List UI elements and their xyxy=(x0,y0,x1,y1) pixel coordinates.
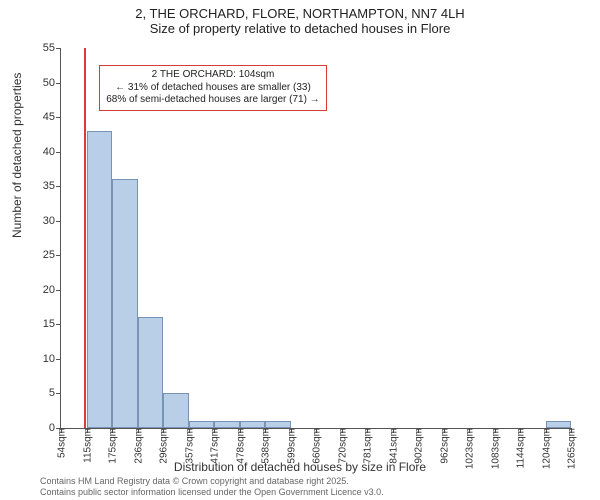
y-tick-mark xyxy=(56,48,61,49)
y-tick-mark xyxy=(56,290,61,291)
x-axis-label: Distribution of detached houses by size … xyxy=(0,460,600,474)
x-tick-label: 720sqm xyxy=(335,428,348,464)
x-tick-label: 115sqm xyxy=(80,428,93,463)
histogram-chart: 051015202530354045505554sqm115sqm175sqm2… xyxy=(60,48,571,429)
y-tick-mark xyxy=(56,221,61,222)
property-marker-line xyxy=(84,48,86,428)
histogram-bar xyxy=(265,421,291,428)
y-tick-mark xyxy=(56,255,61,256)
chart-title-line2: Size of property relative to detached ho… xyxy=(0,21,600,36)
annotation-line3: 68% of semi-detached houses are larger (… xyxy=(106,94,319,107)
footer-line2: Contains public sector information licen… xyxy=(40,487,384,498)
x-tick-label: 538sqm xyxy=(259,428,272,464)
x-tick-label: 902sqm xyxy=(412,428,425,464)
histogram-bar xyxy=(87,131,113,428)
y-tick-mark xyxy=(56,186,61,187)
histogram-bar xyxy=(189,421,215,428)
y-tick-mark xyxy=(56,117,61,118)
x-tick-label: 660sqm xyxy=(310,428,323,464)
x-tick-label: 357sqm xyxy=(182,428,195,464)
footer-attribution: Contains HM Land Registry data © Crown c… xyxy=(40,476,384,498)
annotation-line1: 2 THE ORCHARD: 104sqm xyxy=(106,69,319,82)
histogram-bar xyxy=(214,421,240,428)
x-tick-label: 599sqm xyxy=(284,428,297,464)
y-tick-mark xyxy=(56,359,61,360)
x-tick-label: 962sqm xyxy=(437,428,450,464)
y-tick-mark xyxy=(56,393,61,394)
x-tick-label: 54sqm xyxy=(55,428,68,458)
y-tick-mark xyxy=(56,152,61,153)
x-tick-label: 478sqm xyxy=(233,428,246,464)
histogram-bar xyxy=(138,317,164,428)
annotation-line2: ← 31% of detached houses are smaller (33… xyxy=(106,82,319,95)
chart-title-line1: 2, THE ORCHARD, FLORE, NORTHAMPTON, NN7 … xyxy=(0,6,600,21)
histogram-bar xyxy=(240,421,266,428)
y-axis-label: Number of detached properties xyxy=(10,73,24,238)
x-tick-label: 175sqm xyxy=(106,428,119,464)
x-tick-label: 781sqm xyxy=(361,428,374,464)
x-tick-label: 296sqm xyxy=(157,428,170,464)
y-tick-mark xyxy=(56,324,61,325)
annotation-box: 2 THE ORCHARD: 104sqm← 31% of detached h… xyxy=(99,65,326,111)
histogram-bar xyxy=(546,421,572,428)
histogram-bar xyxy=(163,393,189,428)
y-tick-mark xyxy=(56,83,61,84)
histogram-bar xyxy=(112,179,138,428)
x-tick-label: 236sqm xyxy=(131,428,144,464)
x-tick-label: 841sqm xyxy=(386,428,399,464)
x-tick-label: 417sqm xyxy=(208,428,221,464)
footer-line1: Contains HM Land Registry data © Crown c… xyxy=(40,476,384,487)
